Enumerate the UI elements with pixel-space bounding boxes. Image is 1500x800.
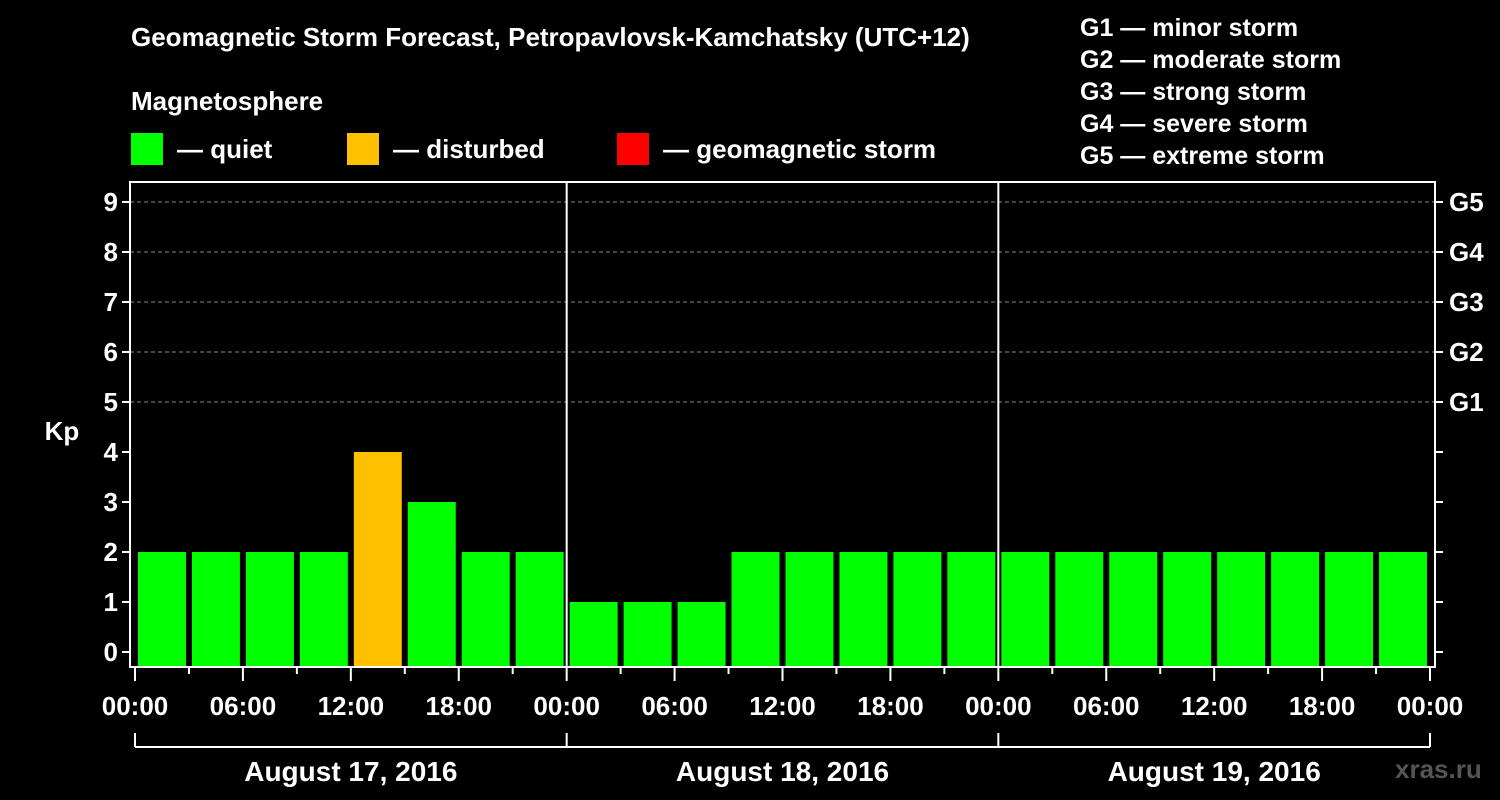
kp-bar — [785, 552, 834, 667]
x-tick-label: 12:00 — [318, 691, 385, 721]
kp-bar — [1325, 552, 1374, 667]
g-scale-tick-label: G4 — [1449, 237, 1484, 267]
y-axis-label: Kp — [45, 416, 80, 446]
legend-quiet: — quiet — [131, 132, 272, 166]
y-tick-label: 3 — [104, 487, 118, 517]
magnetosphere-label: Magnetosphere — [131, 86, 324, 116]
g-scale-tick-label: G3 — [1449, 287, 1484, 317]
y-tick-label: 7 — [104, 287, 118, 317]
kp-bar — [677, 602, 726, 667]
g-scale-legend: G1 — minor storm G2 — moderate storm G3 … — [1080, 12, 1341, 172]
x-tick-label: 18:00 — [426, 691, 493, 721]
chart-title: Geomagnetic Storm Forecast, Petropavlovs… — [131, 22, 970, 52]
watermark: xras.ru — [1395, 754, 1482, 784]
y-tick-label: 6 — [104, 337, 118, 367]
kp-bar — [245, 552, 294, 667]
legend-storm-label: — geomagnetic storm — [663, 133, 937, 164]
kp-bar — [839, 552, 888, 667]
g-scale-item: G2 — moderate storm — [1080, 46, 1342, 74]
kp-bar — [1055, 552, 1104, 667]
x-tick-label: 00:00 — [533, 691, 600, 721]
kp-bar — [1217, 552, 1266, 667]
y-tick-label: 5 — [104, 387, 118, 417]
kp-bar — [569, 602, 618, 667]
kp-bar — [191, 552, 240, 667]
legend-storm-swatch — [617, 133, 649, 165]
kp-bar — [731, 552, 780, 667]
x-tick-label: 00:00 — [1397, 691, 1464, 721]
x-tick-label: 06:00 — [641, 691, 708, 721]
g-scale-tick-label: G1 — [1449, 387, 1484, 417]
legend-disturbed-swatch — [347, 133, 379, 165]
kp-bar — [353, 452, 402, 667]
g-scale-tick-label: G2 — [1449, 337, 1484, 367]
kp-bar — [1163, 552, 1212, 667]
legend-disturbed: — disturbed — [347, 132, 545, 166]
x-tick-label: 18:00 — [857, 691, 924, 721]
x-tick-label: 00:00 — [965, 691, 1032, 721]
y-tick-label: 8 — [104, 237, 118, 267]
x-tick-label: 00:00 — [102, 691, 169, 721]
kp-bar — [623, 602, 672, 667]
day-label: August 17, 2016 — [244, 756, 457, 787]
kp-bar — [947, 552, 996, 667]
g-scale-item: G5 — extreme storm — [1080, 142, 1325, 170]
kp-bar — [1109, 552, 1158, 667]
y-tick-label: 9 — [104, 187, 118, 217]
day-label: August 19, 2016 — [1108, 756, 1321, 787]
g-scale-item: G4 — severe storm — [1080, 110, 1308, 138]
x-tick-label: 12:00 — [1181, 691, 1248, 721]
legend-quiet-label: — quiet — [177, 133, 273, 164]
x-tick-label: 06:00 — [1073, 691, 1140, 721]
kp-bar — [1271, 552, 1320, 667]
g-scale-item: G3 — strong storm — [1080, 78, 1307, 106]
y-tick-label: 1 — [104, 587, 118, 617]
g-scale-item: G1 — minor storm — [1080, 14, 1299, 42]
x-tick-label: 12:00 — [749, 691, 816, 721]
kp-bar — [461, 552, 510, 667]
day-label: August 18, 2016 — [676, 756, 889, 787]
y-tick-label: 0 — [104, 637, 118, 667]
y-tick-label: 2 — [104, 537, 118, 567]
x-tick-label: 18:00 — [1289, 691, 1356, 721]
kp-bar — [299, 552, 348, 667]
g-scale-tick-label: G5 — [1449, 187, 1484, 217]
legend-quiet-swatch — [131, 133, 163, 165]
kp-bar — [893, 552, 942, 667]
legend-disturbed-label: — disturbed — [393, 133, 545, 164]
kp-bar — [1379, 552, 1427, 667]
kp-bar — [1001, 552, 1050, 667]
kp-bar — [407, 502, 456, 667]
kp-bar — [138, 552, 186, 667]
x-tick-label: 06:00 — [210, 691, 277, 721]
kp-bar — [515, 552, 564, 667]
y-tick-label: 4 — [104, 437, 119, 467]
legend-storm: — geomagnetic storm — [617, 132, 936, 166]
